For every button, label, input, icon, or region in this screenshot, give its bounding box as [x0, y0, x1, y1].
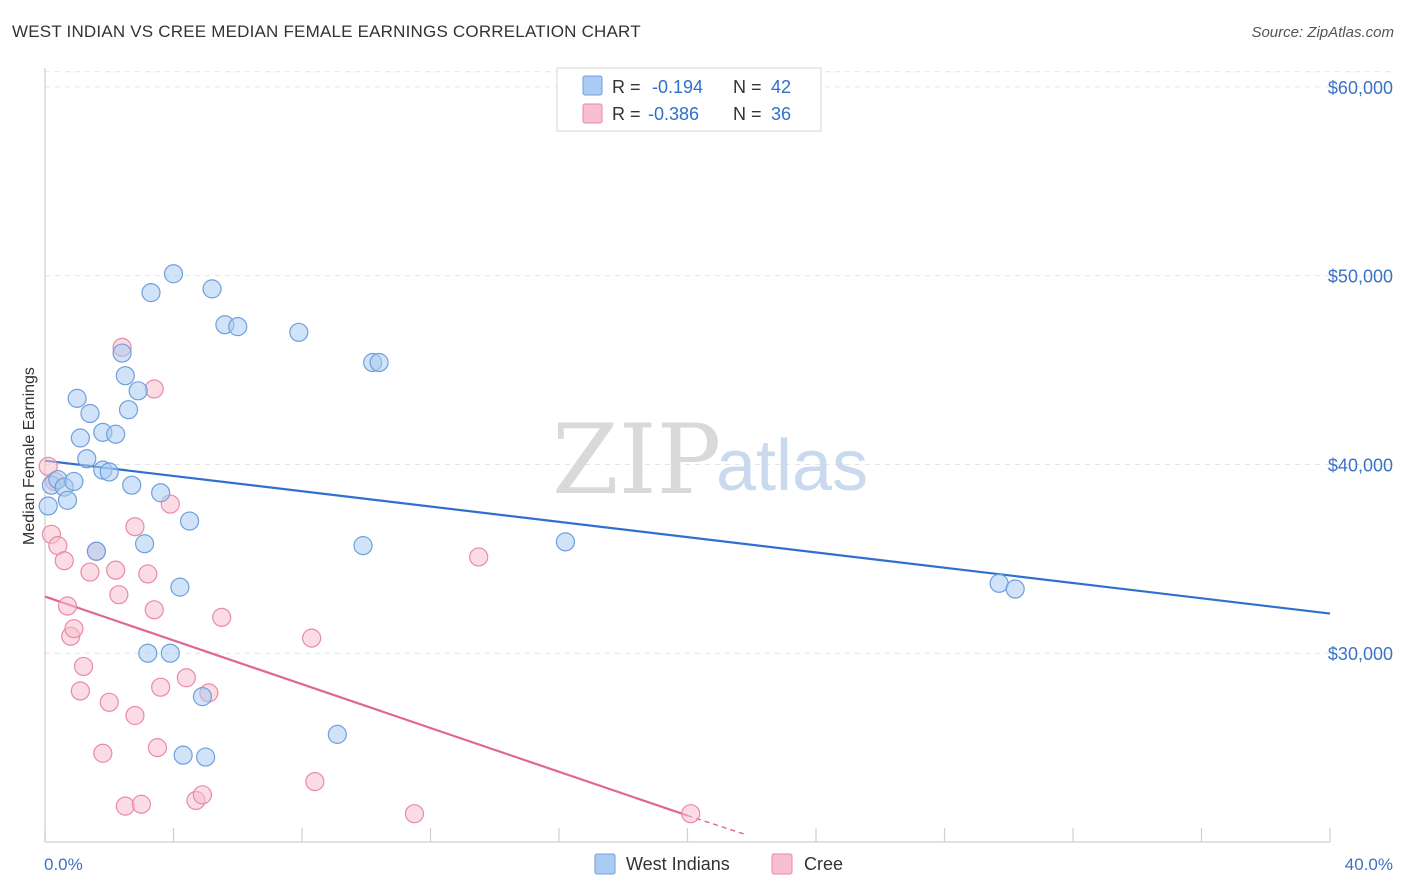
legend-swatch-west-indians: [582, 75, 603, 96]
cree-point: [192, 785, 213, 805]
west-indians-point: [160, 643, 180, 663]
west-indians-point: [134, 534, 155, 554]
west-indians-point: [369, 352, 389, 373]
west-indians-point: [115, 366, 135, 386]
chart-title: WEST INDIAN VS CREE MEDIAN FEMALE EARNIN…: [12, 22, 641, 41]
west-indians-point: [122, 475, 142, 495]
legend-n-value-west-indians: 42: [771, 77, 791, 97]
cree-point: [144, 379, 164, 399]
y-tick-label: $50,000: [1328, 267, 1393, 287]
y-tick-label: $40,000: [1328, 455, 1393, 475]
cree-point: [54, 551, 74, 571]
legend-n-label-west-indians: N =: [733, 77, 762, 97]
cree-point: [305, 771, 325, 792]
legend-n-label-cree: N =: [733, 104, 762, 124]
cree-point: [73, 656, 94, 677]
west-indians-point: [353, 536, 373, 556]
west-indians-point: [202, 279, 222, 299]
west-indians-point: [151, 483, 171, 503]
legend-swatch-cree: [582, 103, 603, 124]
cree-point: [212, 607, 232, 627]
west-indians-point: [99, 462, 119, 482]
west-indians-point: [173, 745, 193, 765]
west-indians-point: [64, 471, 84, 492]
west-indians-point: [67, 388, 87, 408]
cree-point: [125, 517, 145, 537]
cree-point: [302, 628, 322, 648]
west-indians-point: [138, 643, 158, 663]
y-axis-label: Median Female Earnings: [21, 367, 38, 545]
y-tick-label: $30,000: [1328, 644, 1393, 664]
series-legend: West Indians Cree: [594, 853, 843, 875]
west-indians-point: [77, 449, 97, 469]
legend-n-value-cree: 36: [771, 104, 791, 124]
cree-point: [80, 562, 100, 582]
cree-point: [57, 596, 78, 616]
west-indians-point: [57, 490, 78, 510]
x-tick-marks: [44, 828, 1331, 842]
west-indians-point: [106, 424, 126, 444]
west-indians-point: [989, 573, 1009, 593]
cree-point: [147, 738, 168, 758]
cree-point: [138, 564, 158, 584]
west-indians-points: [38, 264, 1025, 767]
legend-r-value-cree: -0.386: [648, 104, 699, 124]
cree-point: [404, 804, 425, 824]
west-indians-point: [179, 511, 200, 531]
trend-line-cree: [44, 595, 688, 817]
cree-point: [93, 743, 113, 763]
cree-point: [681, 804, 701, 824]
cree-points: [38, 337, 701, 824]
west-indians-point: [555, 532, 576, 552]
stats-legend: R = -0.194 N = 42 R = -0.386 N = 36: [556, 67, 822, 132]
y-tick-labels: $30,000 $40,000 $50,000 $60,000: [1328, 78, 1393, 664]
west-indians-point: [289, 322, 309, 342]
west-indians-point: [327, 724, 347, 744]
cree-point: [176, 668, 196, 688]
west-indians-point: [80, 403, 100, 424]
west-indians-point: [170, 577, 190, 597]
x-tick-label-max: 40.0%: [1345, 855, 1393, 874]
west-indians-point: [38, 496, 58, 516]
watermark-zip: ZIP: [552, 404, 721, 516]
trend-lines: [44, 459, 1331, 836]
watermark-atlas: atlas: [716, 426, 868, 506]
bottom-legend-swatch-cree: [771, 853, 793, 875]
west-indians-point: [70, 428, 90, 448]
west-indians-point: [196, 747, 216, 767]
grid-lines: [45, 71, 1393, 654]
legend-r-label-west-indians: R =: [612, 77, 641, 97]
legend-r-value-west-indians: -0.194: [652, 77, 703, 97]
bottom-legend-cree: Cree: [804, 854, 843, 874]
cree-point: [131, 794, 151, 814]
cree-point: [144, 600, 164, 620]
source-label: Source: ZipAtlas.com: [1251, 24, 1394, 41]
cree-point: [109, 585, 129, 605]
cree-point: [106, 560, 126, 580]
west-indians-point: [192, 687, 213, 707]
x-tick-label-min: 0.0%: [44, 855, 83, 874]
west-indians-point: [163, 264, 184, 284]
west-indians-point: [118, 400, 139, 420]
west-indians-point: [112, 343, 132, 363]
bottom-legend-west-indians: West Indians: [626, 854, 730, 874]
cree-point: [125, 705, 145, 726]
west-indians-point: [86, 541, 107, 561]
cree-point: [70, 681, 90, 701]
cree-point: [115, 796, 135, 816]
cree-point: [64, 619, 84, 639]
trend-line-west-indians: [44, 459, 1331, 615]
west-indians-point: [228, 317, 248, 337]
west-indians-point: [128, 381, 148, 401]
west-indians-point: [1005, 579, 1025, 599]
cree-point: [151, 677, 171, 697]
bottom-legend-swatch-west-indians: [594, 853, 616, 875]
cree-point: [469, 547, 489, 567]
west-indians-point: [141, 283, 161, 303]
watermark: ZIP atlas: [552, 404, 868, 516]
y-tick-label: $60,000: [1328, 78, 1393, 98]
cree-point: [99, 692, 119, 712]
legend-r-label-cree: R =: [612, 104, 641, 124]
